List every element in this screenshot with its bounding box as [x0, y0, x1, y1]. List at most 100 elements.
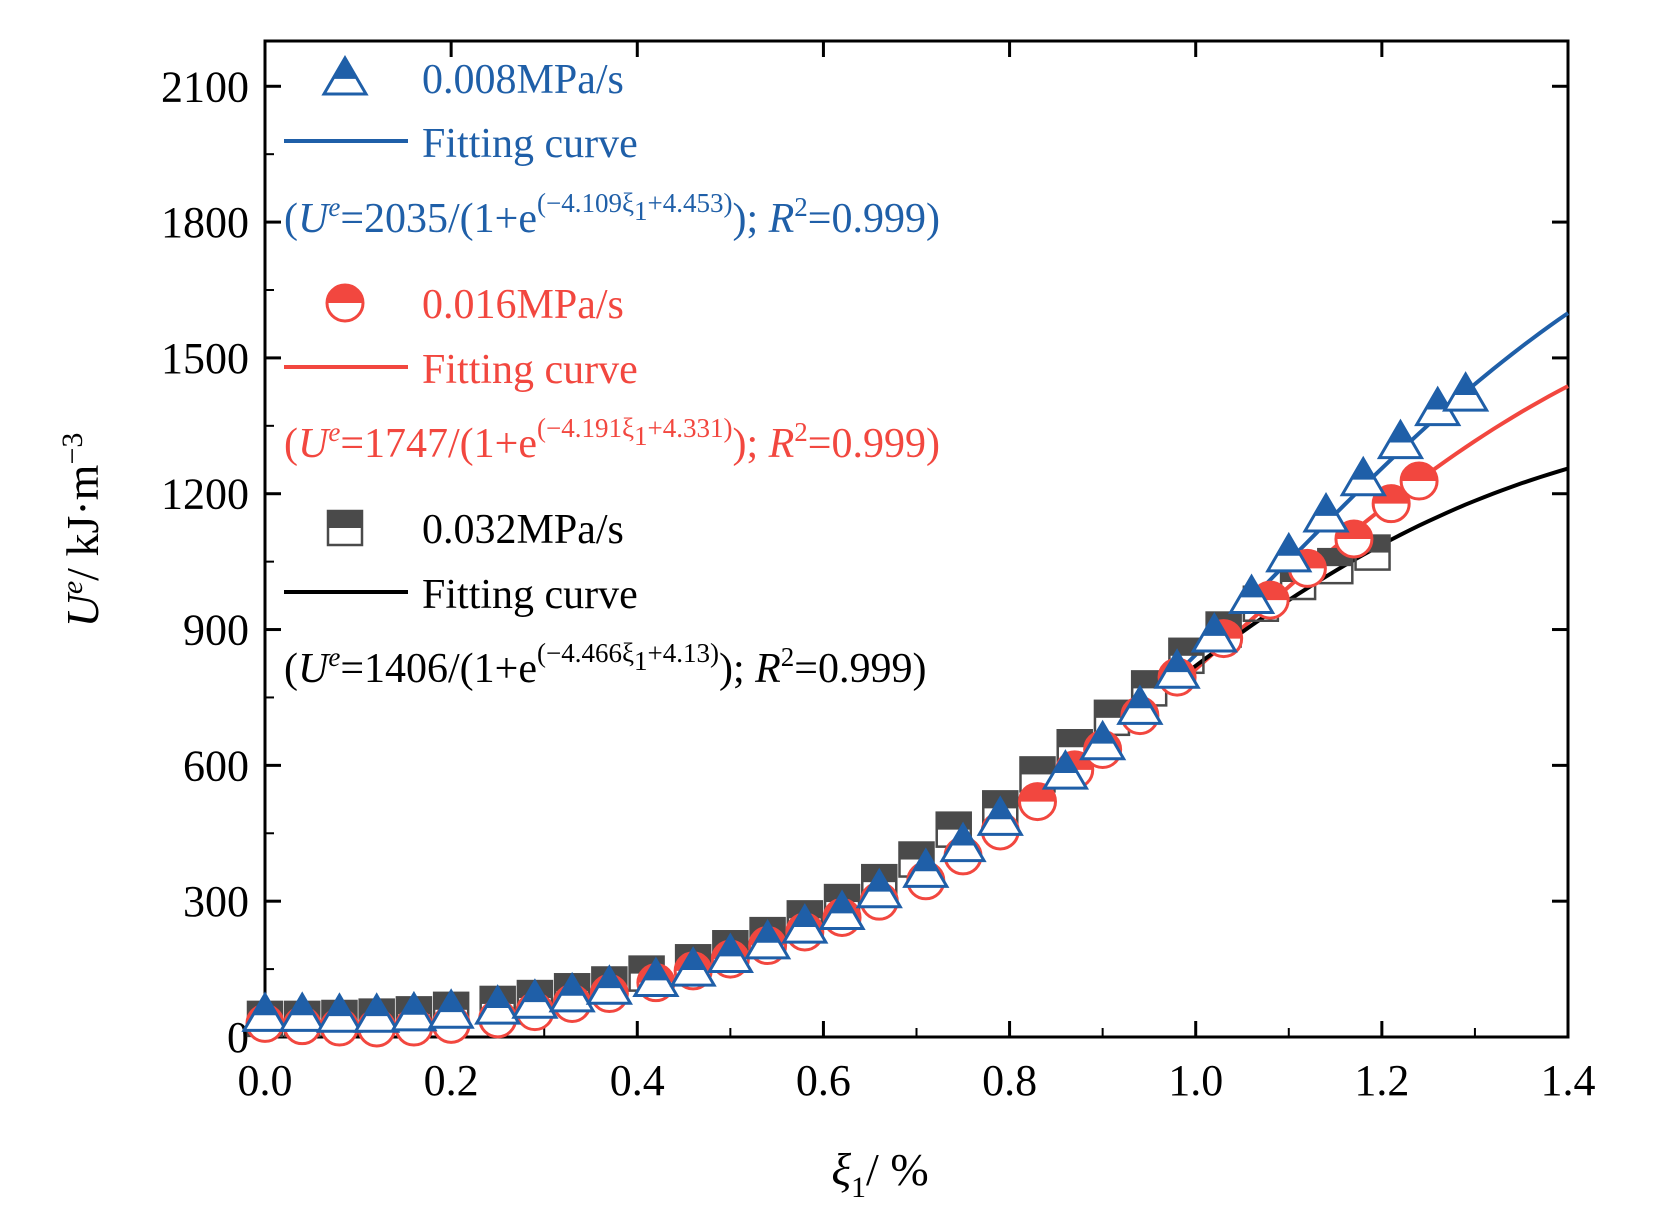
- marker-fill: [829, 892, 855, 914]
- legend: 0.008MPa/s Fitting curve (Ue=2035/(1+e(−…: [284, 55, 940, 692]
- marker-fill: [1164, 651, 1190, 673]
- legend-label-0032: 0.032MPa/s: [422, 507, 624, 553]
- marker-fill: [328, 511, 362, 528]
- marker-fill: [522, 981, 548, 1003]
- marker-fill: [1351, 458, 1376, 480]
- marker-fill: [1057, 730, 1092, 748]
- marker-fill: [1202, 614, 1227, 636]
- marker-fill: [718, 935, 743, 957]
- x-tick-label: 1.0: [1168, 1056, 1223, 1105]
- data-point-0008: [427, 988, 475, 1029]
- x-tick-label: 0.0: [238, 1056, 293, 1105]
- marker-fill: [1127, 687, 1153, 709]
- data-point-0008: [585, 964, 633, 1005]
- data-point-0008: [1339, 455, 1387, 497]
- marker-fill: [1053, 752, 1078, 774]
- y-tick-label: 1500: [161, 334, 249, 383]
- data-point-0008: [353, 992, 401, 1033]
- data-point-0008: [315, 992, 364, 1033]
- x-axis-title: ξ1/ %: [831, 1144, 928, 1204]
- data-point-0008: [781, 903, 829, 944]
- marker-fill: [1425, 388, 1450, 410]
- y-tick-label: 2100: [161, 62, 249, 111]
- marker-fill: [332, 58, 358, 79]
- data-point-0008: [1227, 573, 1276, 614]
- data-point-0008: [1116, 684, 1164, 725]
- marker-fill: [1453, 374, 1478, 396]
- x-tick-label: 0.2: [424, 1056, 479, 1105]
- data-point-0008: [632, 956, 680, 998]
- marker-fill: [485, 987, 510, 1008]
- data-point-0008: [390, 990, 438, 1032]
- equation-blue: (Ue=2035/(1+e(−4.109ξ1+4.453)); R2=0.999…: [284, 188, 940, 242]
- marker-fill: [1388, 421, 1413, 443]
- data-point-0008: [1376, 418, 1425, 460]
- data-point-0008: [1265, 531, 1313, 573]
- legend-label-0008: 0.008MPa/s: [422, 57, 624, 103]
- data-point-0008: [855, 867, 903, 909]
- data-points: [241, 371, 1490, 1048]
- data-point-0008: [474, 984, 522, 1025]
- data-point-0008: [976, 795, 1024, 836]
- data-point-0008: [241, 991, 289, 1032]
- marker-fill: [1094, 700, 1129, 718]
- y-axis-title: Ue/ kJ·m−3: [56, 433, 108, 628]
- x-tick-label: 0.6: [796, 1056, 851, 1105]
- data-point-0008: [511, 978, 559, 1019]
- x-tick-label: 0.4: [610, 1056, 665, 1105]
- legend-square-shape: [326, 509, 364, 547]
- y-tick-label: 1200: [161, 470, 249, 519]
- data-point-0008: [706, 932, 754, 974]
- legend-fit-label-red: Fitting curve: [422, 347, 638, 393]
- legend-marker-circle: [325, 283, 365, 323]
- marker-fill: [913, 850, 938, 872]
- data-point-0008: [1190, 612, 1238, 653]
- marker-fill: [364, 995, 389, 1017]
- axis-ticks: 0.0 0.2 0.4 0.6 0.8 1.0 1.2 1.4 0 300 600 900 1200 15…: [161, 41, 1596, 1105]
- marker-fill: [597, 967, 622, 989]
- marker-fill: [867, 870, 892, 892]
- marker-fill: [401, 993, 427, 1015]
- legend-fit-label-black: Fitting curve: [422, 572, 638, 618]
- data-point-0016: [1334, 519, 1374, 559]
- marker-fill: [950, 824, 976, 846]
- marker-fill: [290, 994, 315, 1016]
- data-point-0008: [818, 889, 866, 930]
- marker-fill: [755, 921, 780, 943]
- data-point-0008: [669, 946, 717, 987]
- marker-fill: [327, 285, 363, 303]
- legend-circle-shape: [325, 283, 365, 323]
- equation-red: (Ue=1747/(1+e(−4.191ξ1+4.331)); R2=0.999…: [284, 413, 940, 467]
- marker-fill: [559, 974, 585, 996]
- marker-fill: [680, 949, 706, 970]
- data-point-0008: [939, 821, 987, 863]
- data-point-0008: [743, 918, 792, 960]
- marker-fill: [1090, 722, 1115, 744]
- legend-fit-label-blue: Fitting curve: [422, 121, 638, 167]
- data-point-0008: [548, 971, 596, 1013]
- data-point-0008: [1442, 371, 1490, 412]
- marker-fill: [1239, 576, 1264, 598]
- legend-label-0016: 0.016MPa/s: [422, 282, 624, 328]
- marker-fill: [1020, 757, 1055, 775]
- marker-fill: [643, 959, 669, 981]
- data-point-0008: [902, 847, 950, 888]
- y-tick-label: 300: [183, 877, 249, 926]
- marker-fill: [1313, 495, 1339, 516]
- x-tick-label: 1.2: [1354, 1056, 1409, 1105]
- marker-fill: [988, 798, 1013, 820]
- x-tick-label: 0.8: [982, 1056, 1037, 1105]
- data-point-0008: [1041, 749, 1090, 790]
- marker-fill: [252, 994, 278, 1016]
- marker-fill: [438, 991, 464, 1013]
- data-point-0008: [1079, 719, 1127, 761]
- data-point-0008: [1302, 492, 1350, 533]
- data-point-0008: [278, 991, 326, 1032]
- data-point-0016: [1399, 461, 1439, 501]
- legend-marker-square: [326, 509, 364, 547]
- data-point-0008: [1153, 648, 1201, 689]
- marker-fill: [1401, 463, 1438, 482]
- marker-outline: [326, 509, 364, 547]
- legend-marker-triangle: [321, 55, 369, 96]
